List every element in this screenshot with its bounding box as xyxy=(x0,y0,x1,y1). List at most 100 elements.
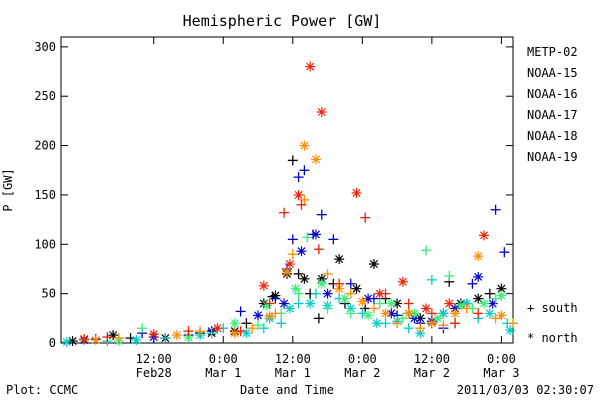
noaa-17-south-point xyxy=(137,323,148,334)
noaa-17-north-point xyxy=(229,318,240,329)
noaa-19-north-point xyxy=(444,298,455,309)
x-tick-label-date: Mar 1 xyxy=(275,366,311,380)
noaa-17-north-point xyxy=(496,290,507,301)
noaa-18-north-point xyxy=(90,335,101,346)
y-tick-label: 150 xyxy=(34,188,56,202)
noaa-18-south-point xyxy=(508,318,518,329)
noaa-18-south-point xyxy=(461,303,472,314)
legend-entry-noaa-19: NOAA-19 xyxy=(527,150,578,164)
x-tick-label-date: Mar 3 xyxy=(483,366,519,380)
noaa-16-north-point xyxy=(305,298,316,309)
metp-02-north-point xyxy=(299,273,310,284)
noaa-18-south-point xyxy=(438,320,449,331)
noaa-19-north-point xyxy=(305,61,316,72)
legend-entry-noaa-16: NOAA-16 xyxy=(527,87,578,101)
noaa-19-north-point xyxy=(421,303,432,314)
noaa-18-south-point xyxy=(415,323,426,334)
noaa-17-south-point xyxy=(253,320,264,331)
noaa-19-south-point xyxy=(313,244,324,255)
x-tick-label-time: 0:00 xyxy=(487,352,516,366)
noaa-15-south-point xyxy=(299,165,310,176)
noaa-18-south-point xyxy=(368,303,379,314)
noaa-16-south-point xyxy=(293,298,304,309)
noaa-17-north-point xyxy=(409,308,420,319)
noaa-18-south-point xyxy=(345,288,356,299)
noaa-19-north-point xyxy=(374,288,385,299)
y-tick-label: 250 xyxy=(34,89,56,103)
noaa-19-south-point xyxy=(450,318,461,329)
noaa-15-south-point xyxy=(467,278,478,289)
noaa-16-south-point xyxy=(310,288,321,299)
noaa-15-north-point xyxy=(253,310,264,321)
x-tick-label-time: 0:00 xyxy=(209,352,238,366)
legend-entry-metp-02: METP-02 xyxy=(527,45,578,59)
noaa-18-north-point xyxy=(496,310,507,321)
noaa-19-south-point xyxy=(473,308,484,319)
y-tick-label: 0 xyxy=(49,336,56,350)
noaa-15-south-point xyxy=(490,204,501,215)
noaa-18-north-point xyxy=(171,330,182,341)
y-axis: 0 50 100 150 200 250 300 xyxy=(34,40,513,350)
noaa-18-south-point xyxy=(392,318,403,329)
noaa-15-south-point xyxy=(287,234,298,245)
noaa-18-south-point xyxy=(247,323,258,334)
noaa-18-north-point xyxy=(426,318,437,329)
noaa-18-north-point xyxy=(264,311,275,322)
noaa-18-south-point xyxy=(195,326,206,337)
noaa-18-north-point xyxy=(403,308,414,319)
noaa-18-south-point xyxy=(322,268,333,279)
noaa-17-south-point xyxy=(322,303,333,314)
x-tick-label-date: Mar 1 xyxy=(205,366,241,380)
noaa-19-south-point xyxy=(235,326,246,337)
noaa-17-north-point xyxy=(316,278,327,289)
x-tick-label-date: Feb28 xyxy=(136,366,172,380)
noaa-16-south-point xyxy=(426,274,437,285)
noaa-19-south-point xyxy=(183,326,194,337)
x-tick-label-date: Mar 2 xyxy=(414,366,450,380)
y-tick-label: 50 xyxy=(42,287,56,301)
noaa-18-north-point xyxy=(450,308,461,319)
noaa-17-south-point xyxy=(444,270,455,281)
y-tick-label: 100 xyxy=(34,237,56,251)
noaa-19-north-point xyxy=(79,334,90,345)
noaa-18-north-point xyxy=(380,308,391,319)
x-tick-label-time: 12:00 xyxy=(275,352,311,366)
noaa-19-north-point xyxy=(284,259,295,270)
noaa-19-south-point xyxy=(279,207,290,218)
x-tick-label-time: 12:00 xyxy=(136,352,172,366)
noaa-17-north-point xyxy=(479,298,490,309)
noaa-17-north-point xyxy=(183,332,194,343)
noaa-19-north-point xyxy=(293,189,304,200)
metp-02-south-point xyxy=(287,155,298,166)
metp-02-south-point xyxy=(313,313,324,324)
noaa-15-north-point xyxy=(296,246,307,257)
plot-frame xyxy=(60,36,514,344)
noaa-16-north-point xyxy=(371,318,382,329)
noaa-17-south-point xyxy=(421,245,432,256)
noaa-18-north-point xyxy=(299,140,310,151)
noaa-18-south-point xyxy=(113,333,124,344)
metp-02-north-point xyxy=(496,283,507,294)
noaa-16-north-point xyxy=(131,335,142,346)
footer-timestamp: 2011/03/03 02:30:07 xyxy=(457,383,594,397)
metp-02-north-point xyxy=(473,293,484,304)
noaa-15-north-point xyxy=(310,229,321,240)
noaa-17-north-point xyxy=(386,298,397,309)
legend-entry-noaa-17: NOAA-17 xyxy=(527,108,578,122)
noaa-15-north-point xyxy=(473,271,484,282)
legend-entry-noaa-18: NOAA-18 xyxy=(527,129,578,143)
noaa-19-north-point xyxy=(212,323,223,334)
noaa-15-south-point xyxy=(270,293,281,304)
noaa-19-north-point xyxy=(148,329,159,340)
noaa-18-north-point xyxy=(310,154,321,165)
footer-plot-credit: Plot: CCMC xyxy=(6,383,78,397)
noaa-15-south-point xyxy=(293,172,304,183)
noaa-19-south-point xyxy=(264,298,275,309)
noaa-17-south-point xyxy=(397,313,408,324)
noaa-17-south-point xyxy=(345,308,356,319)
noaa-17-south-point xyxy=(302,232,313,243)
noaa-19-north-point xyxy=(316,107,327,118)
noaa-16-north-point xyxy=(61,337,72,348)
